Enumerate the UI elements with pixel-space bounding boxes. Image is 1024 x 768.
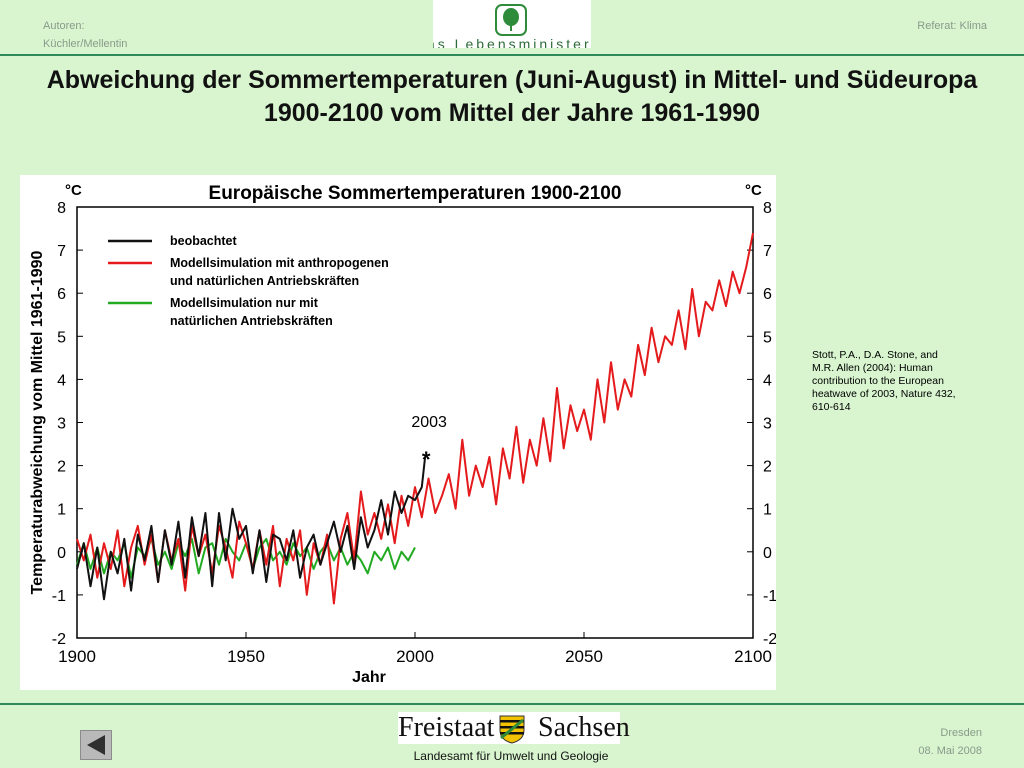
y-tick-label-right: 1 [763, 502, 772, 519]
legend-label: beobachtet [170, 234, 238, 248]
y-axis-label: Temperaturabweichung vom Mittel 1961-199… [29, 250, 46, 594]
ministry-logo-text: as Lebensministerium [433, 36, 591, 48]
x-tick-label: 2100 [734, 647, 772, 666]
legend-label: Modellsimulation nur mit [170, 296, 319, 310]
y-tick-label-right: 0 [763, 545, 772, 562]
chart: Europäische Sommertemperaturen 1900-2100… [20, 175, 777, 690]
temperature-chart: Europäische Sommertemperaturen 1900-2100… [29, 182, 777, 686]
y-tick-label-left: 0 [57, 545, 66, 562]
y-tick-label-left: 8 [57, 200, 66, 217]
y-tick-label-right: 8 [763, 200, 772, 217]
x-tick-label: 2050 [565, 647, 603, 666]
footer-divider [0, 703, 1024, 705]
y-tick-label-left: 4 [57, 372, 66, 389]
y-tick-label-left: 2 [57, 459, 66, 476]
y-unit-left: °C [65, 182, 82, 199]
y-tick-label-right: -2 [763, 631, 776, 648]
annotation-label: 2003 [411, 414, 447, 431]
footer-city: Dresden [940, 727, 982, 739]
x-tick-label: 2000 [396, 647, 434, 666]
y-tick-label-right: 5 [763, 329, 772, 346]
slide-title: Abweichung der Sommertemperaturen (Juni-… [46, 66, 978, 127]
y-tick-label-left: 1 [57, 502, 66, 519]
back-button[interactable] [80, 730, 112, 760]
back-arrow-icon [87, 735, 105, 755]
coat-of-arms-icon [499, 715, 525, 744]
saxony-logo-left-text: Freistaat [398, 712, 495, 743]
y-unit-right: °C [745, 182, 762, 199]
leaf-icon [495, 4, 527, 36]
y-tick-label-left: -2 [52, 631, 66, 648]
legend-label: natürlichen Antriebskräften [170, 314, 333, 328]
y-tick-label-right: 7 [763, 243, 772, 260]
ministry-logo: as Lebensministerium [433, 0, 591, 48]
saxony-logo: Freistaat Sachsen [398, 712, 630, 744]
chart-title: Europäische Sommertemperaturen 1900-2100 [209, 183, 622, 204]
footer-date: 08. Mai 2008 [918, 745, 982, 757]
plot-frame [76, 206, 754, 639]
y-tick-label-left: 3 [57, 416, 66, 433]
x-tick-label: 1950 [227, 647, 265, 666]
annotation-marker: * [422, 447, 431, 472]
y-tick-label-right: 6 [763, 286, 772, 303]
y-tick-label-right: -1 [763, 588, 776, 605]
authors-names: Küchler/Mellentin [43, 38, 128, 50]
header-divider [0, 54, 1024, 56]
y-tick-label-right: 4 [763, 372, 772, 389]
series-line-anthropogenic [76, 232, 754, 605]
series-line-observed [76, 456, 427, 601]
legend-label: und natürlichen Antriebskräften [170, 274, 359, 288]
y-tick-label-left: 6 [57, 286, 66, 303]
y-tick-label-left: -1 [52, 588, 66, 605]
x-tick-label: 1900 [58, 647, 96, 666]
agency-name: Landesamt für Umwelt und Geologie [413, 749, 609, 763]
x-axis-label: Jahr [352, 669, 386, 686]
y-tick-label-right: 2 [763, 459, 772, 476]
y-tick-label-left: 7 [57, 243, 66, 260]
citation-text: Stott, P.A., D.A. Stone, and M.R. Allen … [812, 349, 956, 413]
referat-label: Referat: Klima [917, 20, 987, 32]
legend-label: Modellsimulation mit anthropogenen [170, 256, 389, 270]
authors-label: Autoren: [43, 20, 85, 32]
saxony-logo-right-text: Sachsen [538, 712, 630, 743]
y-tick-label-left: 5 [57, 329, 66, 346]
y-tick-label-right: 3 [763, 416, 772, 433]
